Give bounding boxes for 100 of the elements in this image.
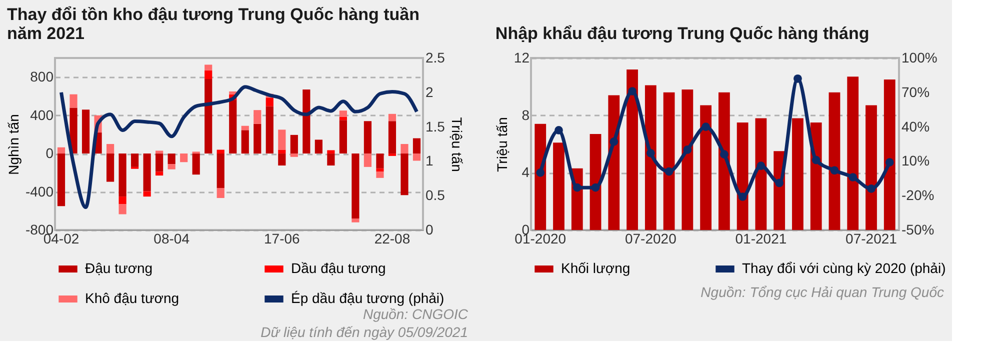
point [646,149,655,158]
bar [229,100,237,154]
point [812,156,820,164]
point [775,178,784,188]
bar [866,105,877,230]
point [664,167,674,176]
bar [216,188,224,198]
y-tick-label: 8 [522,106,530,123]
legend-label: Khô đậu tương [85,290,180,306]
bar [229,91,237,94]
legend-label: Thay đổi với cùng kỳ 2020 (phải) [742,260,946,276]
bar [718,92,730,230]
bar [327,150,335,154]
bar [736,122,748,230]
bar [278,150,286,154]
bar [118,196,126,204]
point [794,74,802,83]
bar [266,98,274,106]
bar [118,204,126,214]
bar [314,140,322,154]
y-tick-label: 12 [514,50,530,66]
y2-tick-label: -20% [902,187,934,204]
bar [290,134,298,154]
bar [180,154,188,162]
bar [216,154,224,188]
y2-axis-title: Triệu tấn [448,117,465,172]
bar [241,126,249,130]
bar [376,172,384,178]
bar [755,118,767,230]
bar [266,106,274,154]
bar [192,154,200,175]
point [720,150,728,158]
point [610,138,618,146]
bar [339,120,347,154]
bar [663,92,675,230]
bar [412,138,421,154]
point [867,184,876,193]
y2-tick-label: 10% [902,152,930,169]
bar [241,130,249,154]
bar [290,154,298,157]
bar [143,191,151,197]
bar [364,154,372,167]
bar [534,124,546,230]
bar [388,121,396,154]
x-tick-label: 17-06 [264,230,300,246]
point [848,173,858,182]
bar [118,154,126,197]
bar [339,110,347,117]
bar [131,154,139,167]
y-tick-label: 0 [46,145,54,162]
x-tick-label: 01-2021 [735,230,787,246]
bar [388,114,396,122]
y2-tick-label: 0 [426,222,434,238]
bar [82,110,90,154]
text: Nguồn: Tổng cục Hải quan Trung Quốc [700,284,944,300]
bar [364,121,372,154]
y2-tick-label: -50% [902,222,934,238]
bar [106,144,114,154]
bar [204,79,212,154]
bar [254,124,262,154]
y-tick-label: 400 [30,106,54,123]
bar [590,134,602,230]
bar [682,90,694,230]
bar [143,154,151,192]
line-series [60,85,418,210]
x-tick-label: 08-04 [154,230,190,246]
y2-tick-label: 2 [426,84,434,100]
bar [204,70,212,80]
y-tick-label: -400 [25,183,54,200]
bar [700,105,712,230]
bar [553,142,564,230]
y-axis-title: Triệu tấn [494,117,510,172]
bar [412,154,421,161]
legend-label: Đậu tương [85,260,153,276]
bar [106,154,114,182]
bar [57,147,66,154]
bar [168,164,176,170]
y2-tick-label: 1.5 [426,118,446,134]
bar [828,92,840,230]
point [756,162,766,170]
legend-label: Khối lượng [561,260,630,276]
point [572,183,582,192]
bar [352,218,360,222]
y2-tick-label: 100% [902,50,938,66]
bar [216,150,224,154]
bar [644,85,656,230]
point [554,126,563,134]
y2-tick-label: 1 [426,152,434,169]
bar [156,150,164,154]
point [536,168,545,177]
y2-tick-label: 2.5 [426,50,446,66]
bar [884,80,896,230]
bar [847,76,859,230]
bar [156,172,164,176]
chart-title: Nhập khẩu đậu tương Trung Quốc hàng tháng [495,24,870,43]
y-tick-label: 800 [30,68,54,85]
text: Nguồn: CNGOIC [362,306,469,322]
bar [254,110,262,124]
x-tick-label: 22-08 [374,230,410,246]
y2-tick-label: 70% [902,84,930,100]
